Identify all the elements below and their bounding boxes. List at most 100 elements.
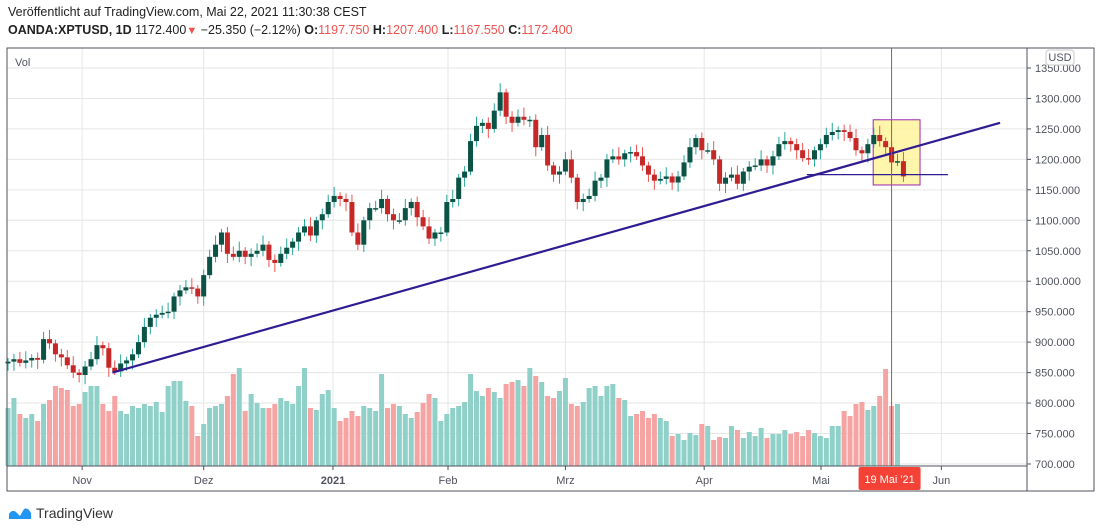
candle-body bbox=[118, 363, 124, 372]
candle-body bbox=[841, 130, 847, 132]
volume-bar bbox=[604, 386, 610, 466]
volume-bar bbox=[675, 434, 681, 466]
candle-body bbox=[616, 156, 622, 160]
candle-body bbox=[325, 202, 331, 215]
volume-bar bbox=[307, 408, 313, 466]
candle-body bbox=[426, 226, 432, 239]
volume-bar bbox=[829, 426, 835, 466]
candle-body bbox=[568, 159, 574, 178]
volume-bar bbox=[515, 380, 521, 466]
brand-name: TradingView bbox=[36, 505, 114, 521]
candle-body bbox=[764, 159, 770, 166]
candle-body bbox=[717, 159, 723, 184]
candle-body bbox=[100, 345, 106, 349]
candle-body bbox=[485, 122, 491, 129]
volume-bar bbox=[485, 388, 491, 466]
price-tick-label: 1150.000 bbox=[1035, 185, 1080, 197]
volume-bar bbox=[770, 434, 776, 466]
candle-body bbox=[663, 176, 669, 179]
candle-body bbox=[307, 226, 313, 236]
volume-bar bbox=[438, 421, 444, 466]
candle-body bbox=[675, 176, 681, 183]
volume-bar bbox=[296, 386, 302, 466]
candle-body bbox=[859, 150, 865, 154]
candle-body bbox=[58, 354, 64, 358]
price-chart[interactable]: 1350.000 1300.000 1250.000 1200.000 1150.000… bbox=[0, 0, 1100, 500]
tradingview-logo-icon bbox=[9, 508, 31, 519]
candle-body bbox=[159, 312, 165, 315]
volume-bar bbox=[325, 390, 331, 466]
volume-bar bbox=[337, 421, 343, 466]
volume-bar bbox=[503, 384, 509, 466]
candle-body bbox=[414, 202, 420, 218]
volume-bar bbox=[699, 424, 705, 466]
currency-badge bbox=[1045, 49, 1075, 66]
volume-bar bbox=[551, 398, 557, 466]
volume-bar bbox=[361, 406, 367, 466]
candle-body bbox=[669, 176, 675, 183]
published-line: Veröffentlicht auf TradingView.com, Mai … bbox=[8, 5, 367, 19]
volume-bar bbox=[408, 418, 414, 466]
candle-body bbox=[343, 198, 349, 203]
candle-body bbox=[473, 125, 479, 142]
candle-body bbox=[788, 141, 794, 145]
volume-bar bbox=[290, 404, 296, 466]
price-tick-label: 700.000 bbox=[1035, 459, 1075, 471]
volume-bar bbox=[153, 402, 159, 466]
volume-bar bbox=[88, 386, 94, 466]
volume-bar bbox=[118, 411, 124, 466]
candle-body bbox=[432, 232, 438, 239]
volume-bar bbox=[230, 374, 236, 466]
candle-body bbox=[687, 147, 693, 163]
volume-bar bbox=[349, 411, 355, 466]
price-tick-label: 900.000 bbox=[1035, 337, 1075, 349]
tradingview-logo[interactable]: TradingView bbox=[8, 505, 113, 521]
volume-bar bbox=[693, 435, 699, 466]
volume-bar bbox=[17, 414, 23, 466]
open-value: 1197.750 bbox=[318, 23, 370, 37]
volume-bar bbox=[669, 436, 675, 466]
candle-body bbox=[562, 159, 568, 172]
candle-body bbox=[521, 116, 527, 120]
candle-body bbox=[355, 232, 361, 245]
candle-body bbox=[319, 214, 325, 221]
volume-bar bbox=[545, 396, 551, 466]
candle-body bbox=[130, 354, 136, 361]
candle-body bbox=[895, 161, 900, 163]
candle-body bbox=[497, 92, 503, 111]
price-tick-label: 1100.000 bbox=[1035, 215, 1080, 227]
volume-bar bbox=[468, 374, 474, 466]
candle-body bbox=[290, 241, 296, 248]
trendline bbox=[112, 121, 1001, 374]
volume-bar bbox=[47, 400, 53, 466]
close-value: 1172.400 bbox=[521, 23, 573, 37]
price-tick-label: 750.000 bbox=[1035, 429, 1075, 441]
time-tick-label: Feb bbox=[439, 475, 458, 487]
candle-body bbox=[693, 138, 699, 148]
candle-body bbox=[598, 177, 604, 181]
volume-bar bbox=[367, 408, 373, 466]
volume-bar bbox=[159, 412, 165, 466]
volume-bar bbox=[213, 406, 219, 466]
volume-bar bbox=[616, 398, 622, 466]
volume-bar bbox=[592, 386, 598, 466]
candle-body bbox=[124, 360, 130, 364]
price-tick-label: 1300.000 bbox=[1035, 93, 1081, 105]
candle-body bbox=[527, 119, 533, 122]
volume-bar bbox=[141, 404, 147, 466]
volume-bar bbox=[580, 402, 586, 466]
symbol: OANDA:XPTUSD, 1D bbox=[8, 23, 132, 37]
candle-body bbox=[640, 156, 646, 166]
candle-body bbox=[153, 314, 159, 318]
volume-bar bbox=[640, 411, 646, 466]
candle-body bbox=[349, 202, 355, 233]
volume-bar bbox=[657, 418, 663, 466]
candle-body bbox=[248, 253, 254, 257]
candle-body bbox=[242, 250, 248, 257]
volume-bar bbox=[390, 404, 396, 466]
candle-body bbox=[385, 198, 391, 215]
candle-body bbox=[408, 202, 414, 209]
candle-body bbox=[456, 177, 462, 199]
candle-body bbox=[622, 153, 628, 160]
volume-bar bbox=[711, 440, 717, 466]
